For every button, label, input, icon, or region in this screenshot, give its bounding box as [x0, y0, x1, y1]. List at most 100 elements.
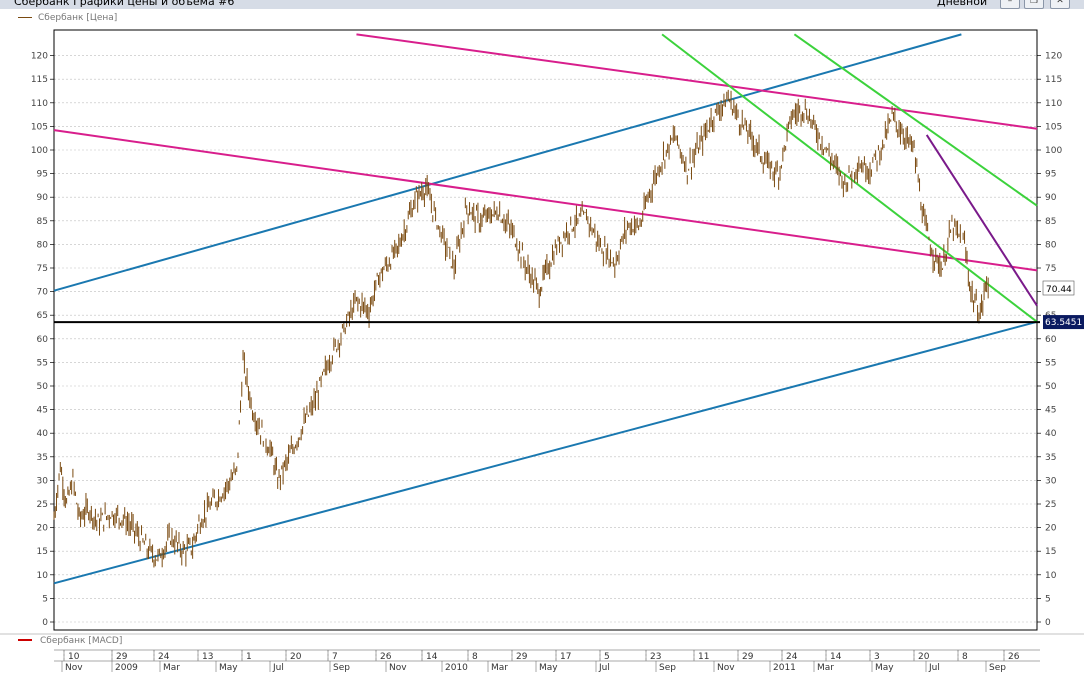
x-tick-label-top: 24 [158, 652, 170, 662]
y-tick-label: 20 [1045, 524, 1057, 534]
green-channel-lower [661, 33, 1038, 323]
price-legend-swatch [18, 17, 32, 18]
price-series [53, 89, 989, 568]
y-tick-label: 30 [1045, 476, 1057, 486]
x-tick-label-top: 10 [68, 652, 80, 662]
x-tick-label-bottom: Mar [491, 663, 508, 673]
magenta-channel-lower [53, 129, 1038, 272]
y-tick-label: 0 [1045, 618, 1051, 628]
y-tick-label: 115 [1045, 75, 1062, 85]
y-tick-label: 30 [37, 476, 49, 486]
y-tick-label: 10 [1045, 571, 1057, 581]
x-tick-label-top: 3 [874, 652, 880, 662]
y-tick-label: 90 [37, 193, 49, 203]
y-tick-label: 45 [37, 406, 48, 416]
support-price-tag: 63.5451 [1043, 315, 1084, 330]
window-titlebar: Сбербанк Графики цены и объема #6 Дневно… [0, 0, 1084, 9]
x-tick-label-bottom: 2011 [773, 663, 796, 673]
trendlines[interactable] [53, 33, 1038, 585]
y-tick-label: 15 [37, 547, 48, 557]
y-tick-label: 95 [37, 170, 48, 180]
y-tick-label: 60 [1045, 335, 1057, 345]
window-title: Сбербанк Графики цены и объема #6 [14, 0, 235, 8]
x-tick-label-top: 17 [560, 652, 571, 662]
y-tick-label: 100 [1045, 146, 1062, 156]
y-tick-label: 40 [37, 429, 49, 439]
y-tick-label: 120 [1045, 52, 1062, 62]
x-tick-label-top: 29 [742, 652, 754, 662]
x-tick-label-top: 20 [290, 652, 302, 662]
y-tick-label: 75 [37, 264, 48, 274]
y-axis-left: 0 5 10 15 20 25 30 35 40 45 50 55 60 65 70 75 80 85 90 95 10… [31, 52, 54, 628]
x-tick-label-top: 29 [516, 652, 528, 662]
y-tick-label: 95 [1045, 170, 1056, 180]
y-tick-label: 55 [37, 358, 48, 368]
y-tick-label: 105 [31, 122, 48, 132]
x-tick-label-bottom: Jul [272, 663, 284, 673]
grid [54, 55, 1037, 661]
x-tick-label-top: 11 [698, 652, 709, 662]
x-tick-label-top: 5 [604, 652, 610, 662]
minimize-icon[interactable]: – [1000, 0, 1020, 9]
y-tick-label: 90 [1045, 193, 1057, 203]
x-tick-label-bottom: 2010 [445, 663, 468, 673]
x-tick-label-top: 13 [202, 652, 213, 662]
x-tick-label-top: 20 [918, 652, 930, 662]
macd-legend-label: Сбербанк [MACD] [40, 636, 122, 646]
x-tick-label-top: 14 [426, 652, 438, 662]
y-tick-label: 80 [37, 240, 49, 250]
x-tick-label-bottom: Mar [163, 663, 180, 673]
x-tick-label-top: 26 [1008, 652, 1020, 662]
x-tick-label-bottom: Jul [598, 663, 610, 673]
price-legend-label: Сбербанк [Цена] [38, 13, 118, 23]
y-tick-label: 115 [31, 75, 48, 85]
close-icon[interactable]: ✕ [1050, 0, 1070, 9]
blue-channel-lower [53, 320, 1038, 585]
y-tick-label: 5 [1045, 594, 1051, 604]
y-tick-label: 10 [37, 571, 49, 581]
x-tick-label-bottom: May [539, 663, 558, 673]
restore-icon[interactable]: ❐ [1024, 0, 1044, 9]
y-tick-label: 100 [31, 146, 48, 156]
y-tick-label: 25 [37, 500, 48, 510]
y-tick-label: 55 [1045, 358, 1056, 368]
plot-frame [53, 29, 1038, 631]
blue-channel-upper [53, 33, 962, 292]
last-price-label: 70.44 [1046, 285, 1072, 295]
x-tick-label-bottom: Nov [389, 663, 407, 673]
y-tick-label: 105 [1045, 122, 1062, 132]
x-tick-label-bottom: 2009 [115, 663, 138, 673]
y-axis-right: 0510152025303540455055606570758085909510… [1037, 52, 1062, 628]
x-tick-label-top: 24 [786, 652, 798, 662]
y-tick-label: 45 [1045, 406, 1056, 416]
period-label[interactable]: Дневной [937, 0, 988, 8]
y-tick-label: 20 [37, 524, 49, 534]
y-tick-label: 110 [31, 99, 48, 109]
macd-legend: Сбербанк [MACD] [18, 636, 122, 646]
x-tick-label-top: 8 [962, 652, 968, 662]
x-tick-label-bottom: Mar [817, 663, 834, 673]
x-tick-label-top: 1 [246, 652, 252, 662]
y-tick-label: 5 [42, 594, 48, 604]
magenta-channel-upper [356, 33, 1038, 130]
y-tick-label: 40 [1045, 429, 1057, 439]
y-tick-label: 35 [1045, 453, 1056, 463]
x-tick-label-top: 23 [650, 652, 661, 662]
last-price-tag: 70.44 [1042, 280, 1075, 296]
x-tick-label-bottom: Sep [659, 663, 676, 673]
price-legend: Сбербанк [Цена] [18, 13, 117, 23]
x-tick-label-top: 29 [116, 652, 128, 662]
y-tick-label: 25 [1045, 500, 1056, 510]
green-channel-upper [793, 33, 1038, 207]
y-tick-label: 85 [37, 217, 48, 227]
y-tick-label: 70 [37, 288, 49, 298]
support-price-label: 63.5451 [1045, 318, 1082, 328]
y-tick-label: 0 [42, 618, 48, 628]
y-tick-label: 50 [37, 382, 49, 392]
y-tick-label: 120 [31, 52, 48, 62]
y-tick-label: 50 [1045, 382, 1057, 392]
x-tick-label-top: 8 [472, 652, 478, 662]
x-tick-label-bottom: Nov [717, 663, 735, 673]
x-tick-label-bottom: Sep [333, 663, 350, 673]
